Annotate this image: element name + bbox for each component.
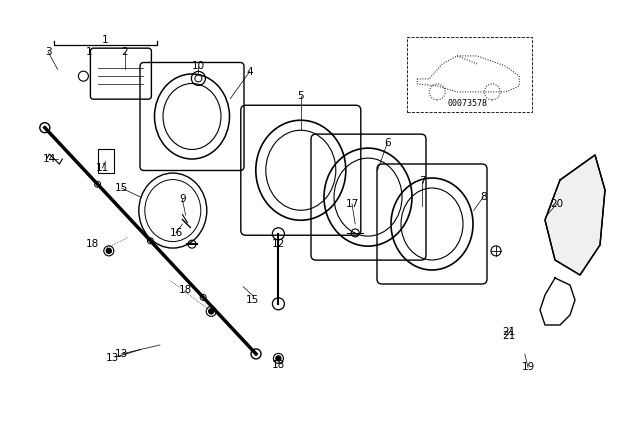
Bar [98, 149, 114, 173]
Text: 12: 12 [272, 239, 285, 249]
Text: 21: 21 [502, 327, 515, 336]
Text: 15: 15 [115, 183, 128, 193]
Text: 18: 18 [86, 239, 99, 249]
Text: 3: 3 [45, 47, 51, 56]
Text: 14: 14 [43, 154, 56, 164]
Text: 20: 20 [550, 199, 563, 209]
Text: 7: 7 [419, 177, 426, 186]
Text: 10: 10 [192, 61, 205, 71]
Text: 11: 11 [96, 163, 109, 173]
Text: 1: 1 [102, 35, 109, 45]
Text: 16: 16 [170, 228, 182, 238]
Text: 15: 15 [246, 295, 259, 305]
Text: 18: 18 [272, 360, 285, 370]
Circle shape [276, 356, 281, 361]
Text: 2: 2 [122, 47, 128, 56]
Text: 21: 21 [502, 331, 515, 341]
Text: 19: 19 [522, 362, 534, 372]
Text: 17: 17 [346, 199, 358, 209]
Text: 1: 1 [86, 47, 93, 56]
Circle shape [106, 248, 111, 254]
Circle shape [209, 309, 214, 314]
Text: 18: 18 [179, 285, 192, 295]
Text: 4: 4 [246, 67, 253, 77]
Text: 13: 13 [106, 353, 118, 363]
Polygon shape [545, 155, 605, 275]
Text: 13: 13 [115, 349, 128, 359]
Text: 9: 9 [179, 194, 186, 204]
Text: 8: 8 [480, 192, 486, 202]
Text: 00073578: 00073578 [447, 99, 487, 108]
Text: 6: 6 [384, 138, 390, 148]
Text: 5: 5 [298, 91, 304, 101]
Bar [407, 37, 532, 112]
